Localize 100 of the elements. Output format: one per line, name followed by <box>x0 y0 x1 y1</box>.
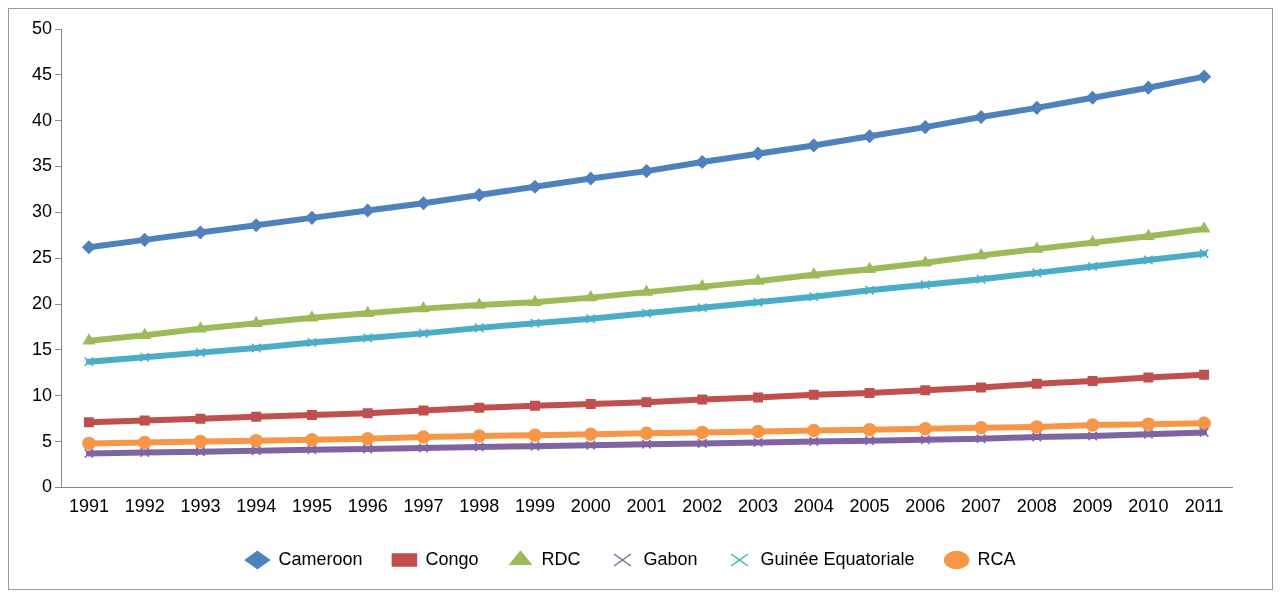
point <box>864 435 875 446</box>
point <box>1085 418 1100 432</box>
point <box>808 291 819 302</box>
point <box>752 274 764 285</box>
point <box>639 426 654 441</box>
legend-label: RCA <box>977 548 1016 569</box>
point <box>808 436 819 447</box>
point <box>695 425 710 440</box>
point <box>1087 261 1098 272</box>
point <box>195 347 206 358</box>
x-tick-label: 2009 <box>1072 496 1113 517</box>
point <box>417 301 430 313</box>
y-tick-label: 35 <box>31 155 53 176</box>
x-tick-label: 2010 <box>1128 496 1169 517</box>
point <box>418 405 429 416</box>
point <box>1198 222 1211 233</box>
point <box>1086 235 1099 247</box>
point <box>82 436 96 451</box>
point <box>306 444 317 455</box>
point <box>975 248 988 260</box>
point <box>361 306 374 317</box>
x-tick-label: 1996 <box>347 496 388 517</box>
point <box>919 256 932 267</box>
x-tick-label: 2001 <box>626 496 667 517</box>
point <box>639 164 654 178</box>
point <box>418 328 429 339</box>
point <box>416 430 431 444</box>
point <box>306 337 317 348</box>
y-tick-label: 25 <box>31 247 53 268</box>
point <box>1143 255 1154 266</box>
point <box>751 146 765 161</box>
point <box>137 435 152 450</box>
point <box>1142 229 1155 240</box>
point <box>474 322 485 333</box>
point <box>418 442 429 453</box>
point <box>976 382 987 393</box>
x-tick-label: 1994 <box>236 496 277 517</box>
x-tick-label: 2000 <box>570 496 611 517</box>
point <box>472 429 486 443</box>
point <box>918 120 933 134</box>
y-tick-label: 5 <box>42 430 53 451</box>
point <box>641 397 652 408</box>
point <box>1030 420 1044 434</box>
point <box>1197 69 1211 84</box>
point <box>696 279 709 291</box>
x-tick-label: 2006 <box>905 496 946 517</box>
y-tick-label: 15 <box>31 338 53 359</box>
point <box>530 400 540 411</box>
point <box>139 447 150 458</box>
point <box>82 240 96 254</box>
point <box>305 211 319 225</box>
point <box>807 267 820 279</box>
point <box>362 332 373 343</box>
point <box>1143 429 1154 440</box>
point <box>250 316 263 328</box>
point <box>194 322 207 333</box>
point <box>641 439 652 450</box>
point <box>306 409 317 420</box>
point <box>864 285 875 296</box>
point <box>139 415 150 426</box>
x-tick-label: 2003 <box>738 496 779 517</box>
point <box>864 387 875 398</box>
point <box>474 442 485 453</box>
point <box>1143 372 1154 383</box>
point <box>753 437 764 448</box>
point <box>249 433 263 448</box>
point <box>83 417 94 428</box>
point <box>193 434 208 449</box>
point <box>528 179 542 194</box>
legend-label: Cameroon <box>278 548 363 569</box>
legend-label: Guinée Equatoriale <box>760 548 915 569</box>
point <box>139 352 150 363</box>
point <box>83 448 94 459</box>
point <box>585 313 596 324</box>
point <box>360 203 375 218</box>
point <box>1199 427 1210 438</box>
point <box>641 308 652 319</box>
x-tick-label: 2004 <box>793 496 834 517</box>
point <box>697 438 708 449</box>
point <box>695 155 710 169</box>
y-tick-label: 50 <box>31 17 53 38</box>
point <box>1030 101 1044 115</box>
point <box>863 262 876 273</box>
point <box>530 318 540 329</box>
y-tick-label: 10 <box>31 384 53 405</box>
point <box>251 411 262 422</box>
point <box>807 423 821 438</box>
point <box>585 440 596 451</box>
point <box>1085 91 1100 105</box>
x-tick-label: 2008 <box>1016 496 1057 517</box>
point <box>697 302 708 313</box>
point <box>137 233 152 247</box>
point <box>1087 431 1098 442</box>
x-tick-label: 1998 <box>459 496 500 517</box>
point <box>1031 378 1042 389</box>
point <box>251 445 262 456</box>
point <box>82 333 95 345</box>
point <box>753 392 764 403</box>
point <box>362 443 373 454</box>
point <box>529 295 541 306</box>
